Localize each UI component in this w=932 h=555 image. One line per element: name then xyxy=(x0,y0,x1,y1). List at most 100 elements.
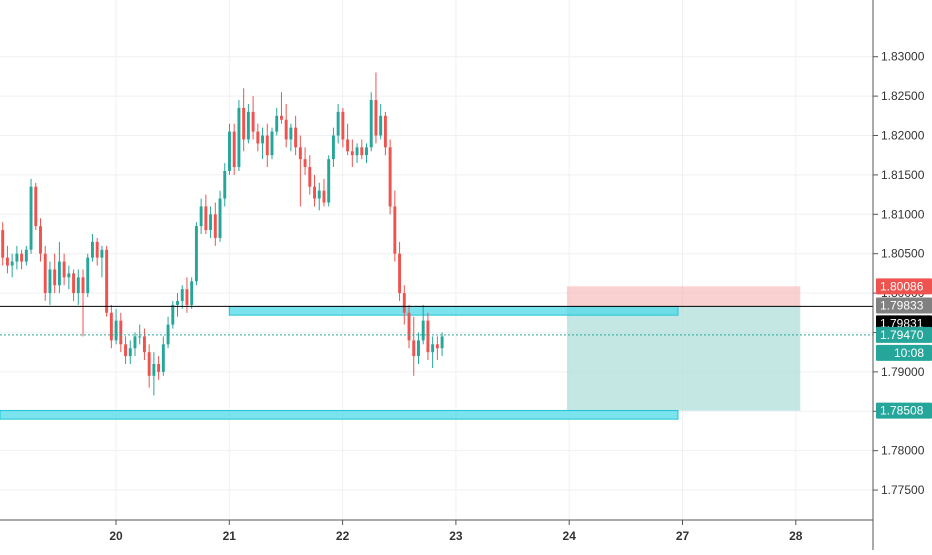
candle-down xyxy=(105,245,109,317)
candle-down xyxy=(435,336,439,361)
candle-down xyxy=(20,249,24,270)
entry-price-label-bg xyxy=(876,297,932,314)
y-tick-label: 1.80500 xyxy=(881,247,925,261)
candle-down xyxy=(402,285,406,325)
candle-down xyxy=(341,107,345,148)
candle-up xyxy=(417,332,420,364)
candle-body xyxy=(317,190,321,199)
candle-body xyxy=(412,340,416,357)
y-tick-label: 1.78000 xyxy=(881,444,925,458)
candle-body xyxy=(374,100,378,136)
x-tick-label: 21 xyxy=(223,529,237,543)
candle-down xyxy=(350,139,354,168)
candle-up xyxy=(209,206,213,238)
candle-up xyxy=(190,277,194,309)
candle-up xyxy=(289,123,293,152)
candle-body xyxy=(218,198,222,238)
candle-up xyxy=(57,241,61,294)
countdown-label-text: 10:08 xyxy=(894,346,924,360)
stop-price-label: 1.80086 xyxy=(876,278,932,295)
candle-down xyxy=(393,190,397,262)
candle-up xyxy=(246,104,250,144)
candle-body xyxy=(105,249,109,313)
candle-body xyxy=(100,249,104,258)
candle-up xyxy=(317,182,321,211)
entry-price-label: 1.79833 xyxy=(876,297,932,314)
candle-body xyxy=(431,344,435,353)
candle-body xyxy=(34,186,38,227)
candle-body xyxy=(303,159,307,168)
x-tick-label: 22 xyxy=(336,529,350,543)
candle-body xyxy=(67,273,71,278)
candle-body xyxy=(10,261,14,266)
candle-body xyxy=(298,147,302,160)
candle-body xyxy=(76,277,80,294)
candle-body xyxy=(346,139,350,152)
take-profit-area xyxy=(566,306,801,411)
x-tick-label: 23 xyxy=(449,529,463,543)
candle-up xyxy=(194,222,198,286)
candle-body xyxy=(194,226,198,282)
candle-body xyxy=(417,340,420,357)
candle-up xyxy=(379,104,383,140)
candle-down xyxy=(5,245,9,274)
candle-body xyxy=(360,147,364,156)
candle-body xyxy=(109,312,113,341)
candle-body xyxy=(402,293,406,313)
candle-body xyxy=(213,214,217,238)
candle-down xyxy=(407,304,411,349)
candle-down xyxy=(72,269,76,301)
candle-body xyxy=(39,226,42,254)
candle-down xyxy=(426,312,430,361)
time-axis[interactable]: 20 21 22 23 24 27 28 xyxy=(0,519,873,543)
candle-down xyxy=(157,356,161,380)
current-price-label: 1.79470 xyxy=(876,326,932,343)
candle-body xyxy=(20,253,24,262)
candle-down xyxy=(53,253,57,294)
current-price-label-bg xyxy=(876,326,932,343)
candle-down xyxy=(412,316,416,376)
candle-body xyxy=(275,115,279,132)
candle-body xyxy=(171,304,175,325)
candle-body xyxy=(398,253,402,294)
candle-up xyxy=(365,143,368,164)
candle-up xyxy=(336,104,340,144)
candle-body xyxy=(242,107,246,140)
candle-up xyxy=(270,127,274,160)
candle-body xyxy=(407,312,411,341)
candle-up xyxy=(199,198,203,234)
candle-body xyxy=(62,261,66,278)
zone-layer xyxy=(0,286,801,420)
candle-up xyxy=(369,92,373,152)
candle-up xyxy=(171,300,175,329)
y-tick-label: 1.79000 xyxy=(881,365,925,379)
candle-up xyxy=(10,253,14,278)
candle-body xyxy=(365,147,368,156)
candle-up xyxy=(331,127,335,168)
candle-body xyxy=(29,186,33,250)
candle-body xyxy=(91,241,94,258)
candle-body xyxy=(393,206,397,254)
candle-body xyxy=(251,111,255,132)
candle-down xyxy=(124,336,128,364)
candle-down xyxy=(265,123,269,168)
candle-down xyxy=(95,237,99,266)
candle-up xyxy=(275,107,279,136)
price-axis[interactable]: 1.775001.780001.785001.790001.795001.800… xyxy=(872,0,925,550)
upper-supply-zone xyxy=(228,305,679,316)
y-tick-label: 1.81000 xyxy=(881,207,925,221)
candle-body xyxy=(43,253,47,294)
candle-body xyxy=(327,159,331,203)
candle-body xyxy=(152,364,156,376)
y-tick-label: 1.82000 xyxy=(881,129,925,143)
candle-down xyxy=(232,123,236,175)
candle-up xyxy=(223,163,227,207)
candle-body xyxy=(204,206,208,231)
candle-down xyxy=(383,111,387,156)
x-tick-label: 28 xyxy=(789,529,803,543)
candle-body xyxy=(180,289,184,301)
candle-down xyxy=(147,344,151,388)
